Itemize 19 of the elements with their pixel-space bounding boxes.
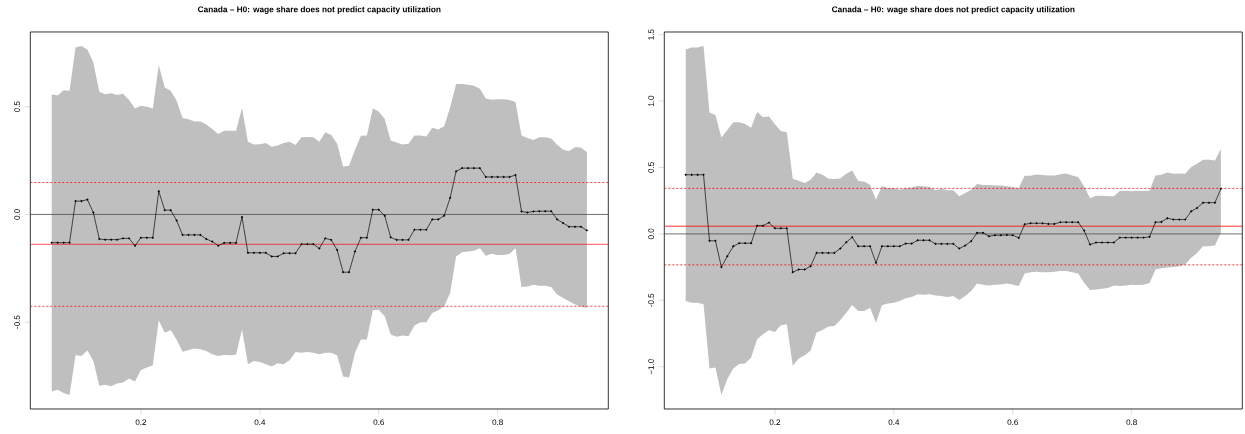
chart-title: Canada – H0: wage share does not predict capacity utilization [197,6,441,14]
y-tick-label: −1.0 [648,359,654,375]
y-tick-label: 1.0 [648,95,654,107]
x-tick-label: 0.8 [492,419,503,426]
x-tick-label: 0.4 [254,419,266,426]
x-tick-label: 0.6 [373,419,384,426]
x-tick-label: 0.6 [1007,419,1018,426]
chart-title: Canada – H0: wage share does not predict capacity utilization [831,6,1075,14]
y-tick-label: -0.5 [14,315,20,329]
x-tick-label: 0.4 [888,419,900,426]
y-tick-label: 0.0 [14,209,20,220]
y-tick-label: 1.5 [648,29,654,40]
x-tick-label: 0.2 [135,419,147,426]
y-tick-label: 0.5 [648,162,654,173]
x-tick-label: 0.2 [769,419,781,426]
x-tick-label: 0.8 [1126,419,1137,426]
y-tick-label: 0.5 [14,101,20,112]
y-tick-label: -0.5 [648,293,654,307]
y-tick-label: 0.0 [648,228,654,240]
